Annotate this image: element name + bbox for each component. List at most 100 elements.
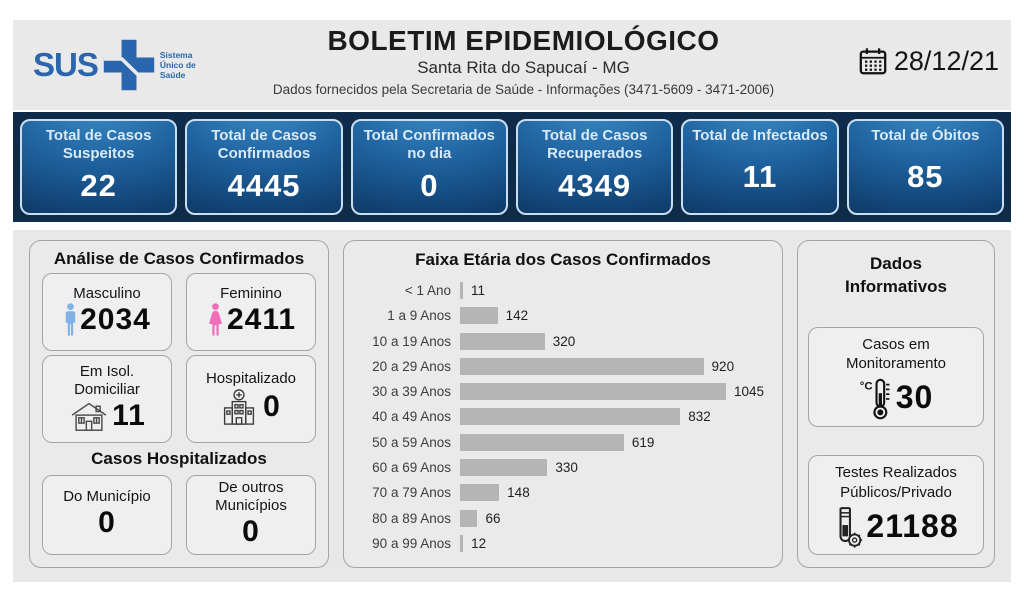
main-section: Análise de Casos Confirmados Masculino 2… bbox=[13, 230, 1011, 582]
stat-card-recuperados: Total de Casos Recuperados 4349 bbox=[515, 119, 674, 215]
stat-label: Total de Óbitos bbox=[871, 127, 980, 144]
stat-value: 4445 bbox=[227, 168, 301, 203]
chart-row: 30 a 39 Anos 1045 bbox=[362, 380, 764, 403]
calendar-icon bbox=[858, 46, 888, 76]
chart-value-label: 832 bbox=[688, 409, 711, 425]
monitoring-label: Casos em Monitoramento bbox=[845, 335, 947, 373]
stat-label: Total de Casos Recuperados bbox=[541, 127, 648, 162]
home-isolation-label: Em Isol. Domiciliar bbox=[74, 363, 140, 398]
male-cases-value: 2034 bbox=[80, 303, 151, 337]
thermometer-icon: °C bbox=[859, 376, 895, 420]
age-chart: < 1 Ano 11 1 a 9 Anos 142 10 a 19 Anos bbox=[362, 279, 764, 555]
chart-value-label: 12 bbox=[471, 535, 487, 551]
female-cases-card: Feminino 2411 bbox=[186, 273, 316, 351]
test-tube-icon bbox=[833, 504, 865, 548]
age-chart-title: Faixa Etária dos Casos Confirmados bbox=[415, 250, 711, 269]
chart-category-label: < 1 Ano bbox=[404, 283, 451, 298]
chart-row: 10 a 19 Anos 320 bbox=[362, 330, 764, 353]
sus-logo-tagline: Sistema Único de Saúde bbox=[159, 49, 196, 81]
chart-row: 70 a 79 Anos 148 bbox=[362, 481, 764, 504]
header-info-line: Dados fornecidos pela Secretaria de Saúd… bbox=[272, 82, 775, 98]
female-cases-label: Feminino bbox=[220, 284, 282, 302]
chart-bar-track: 920 bbox=[460, 357, 764, 375]
header: SUS Sistema Único de Saúde BOLETIM EPIDE… bbox=[13, 20, 1011, 110]
stat-card-confirmados: Total de Casos Confirmados 4445 bbox=[185, 119, 343, 215]
stat-card-suspeitos: Total de Casos Suspeitos 22 bbox=[20, 119, 178, 215]
tests-card: Testes Realizados Públicos/Privado bbox=[808, 455, 984, 555]
stat-value: 22 bbox=[80, 168, 117, 203]
other-municipalities-card: De outros Municípios 0 bbox=[186, 475, 316, 555]
stat-value: 4349 bbox=[558, 168, 632, 203]
chart-value-label: 1045 bbox=[733, 384, 764, 400]
header-center: BOLETIM EPIDEMIOLÓGICO Santa Rita do Sap… bbox=[241, 20, 806, 110]
page-subtitle: Santa Rita do Sapucaí - MG bbox=[417, 58, 630, 78]
page-title: BOLETIM EPIDEMIOLÓGICO bbox=[327, 25, 720, 56]
stat-label: Total de Infectados bbox=[692, 127, 828, 144]
chart-bar-track: 66 bbox=[460, 509, 764, 527]
chart-category-label: 90 a 99 Anos bbox=[372, 535, 451, 551]
stat-card-confirmados-dia: Total Confirmados no dia 0 bbox=[350, 119, 508, 215]
chart-category-label: 40 a 49 Anos bbox=[372, 409, 451, 425]
tests-value: 21188 bbox=[866, 507, 959, 544]
monitoring-card: Casos em Monitoramento °C bbox=[808, 326, 984, 427]
female-icon bbox=[206, 303, 225, 337]
chart-bar bbox=[460, 509, 478, 527]
stat-card-obitos: Total de Óbitos 85 bbox=[846, 119, 1004, 215]
chart-value-label: 11 bbox=[471, 283, 486, 298]
chart-value-label: 330 bbox=[555, 460, 578, 476]
hospitalized-value: 0 bbox=[263, 390, 281, 424]
chart-row: 80 a 89 Anos 66 bbox=[362, 507, 764, 530]
chart-bar bbox=[460, 332, 545, 350]
chart-bar-track: 142 bbox=[460, 307, 764, 325]
chart-value-label: 66 bbox=[485, 510, 501, 526]
analysis-panel-title: Análise de Casos Confirmados bbox=[53, 249, 305, 268]
chart-bar-track: 1045 bbox=[460, 383, 764, 401]
chart-bar-track: 619 bbox=[460, 433, 764, 451]
monitoring-value: 30 bbox=[895, 379, 934, 416]
hospital-icon bbox=[221, 388, 257, 426]
sus-logo: SUS Sistema Único de Saúde bbox=[23, 20, 241, 110]
chart-bar bbox=[460, 383, 726, 401]
chart-bar bbox=[460, 433, 624, 451]
hospitalized-cards-row: Do Município 0 De outros Municípios 0 bbox=[42, 475, 316, 555]
house-icon bbox=[68, 400, 110, 432]
chart-bar-track: 12 bbox=[460, 534, 764, 552]
stat-value: 0 bbox=[420, 168, 439, 203]
chart-category-label: 50 a 59 Anos bbox=[372, 434, 451, 450]
analysis-panel: Análise de Casos Confirmados Masculino 2… bbox=[29, 240, 329, 568]
stat-value: 11 bbox=[742, 159, 778, 194]
chart-bar bbox=[460, 408, 681, 426]
report-date-value: 28/12/21 bbox=[893, 45, 999, 76]
municipality-label: Do Município bbox=[63, 487, 151, 505]
stat-card-infectados: Total de Infectados 11 bbox=[681, 119, 839, 215]
chart-bar-track: 11 bbox=[460, 282, 764, 299]
home-isolation-value: 11 bbox=[112, 398, 146, 432]
male-cases-label: Masculino bbox=[73, 284, 141, 302]
chart-bar bbox=[460, 459, 548, 477]
hospitalized-card: Hospitalizado bbox=[186, 355, 316, 443]
stat-label: Total Confirmados no dia bbox=[363, 127, 496, 162]
stat-label: Total de Casos Confirmados bbox=[211, 127, 317, 162]
chart-bar-track: 148 bbox=[460, 484, 764, 502]
chart-bar-track: 320 bbox=[460, 332, 764, 350]
chart-category-label: 1 a 9 Anos bbox=[387, 308, 451, 324]
chart-row: 90 a 99 Anos 12 bbox=[362, 532, 764, 555]
chart-category-label: 10 a 19 Anos bbox=[372, 333, 451, 349]
chart-row: 60 a 69 Anos 330 bbox=[362, 456, 764, 479]
chart-category-label: 80 a 89 Anos bbox=[372, 510, 451, 526]
chart-bar bbox=[460, 357, 704, 375]
stat-label: Total de Casos Suspeitos bbox=[45, 127, 152, 162]
info-panel-title: Dados Informativos bbox=[844, 254, 948, 296]
sus-cross-icon bbox=[101, 37, 157, 93]
chart-category-label: 30 a 39 Anos bbox=[372, 384, 451, 400]
chart-category-label: 60 a 69 Anos bbox=[372, 460, 451, 476]
hospitalized-section-title: Casos Hospitalizados bbox=[91, 449, 267, 468]
male-cases-card: Masculino 2034 bbox=[42, 273, 172, 351]
chart-row: 20 a 29 Anos 920 bbox=[362, 355, 764, 378]
stat-value: 85 bbox=[907, 159, 944, 194]
chart-bar bbox=[460, 484, 500, 502]
other-municipalities-value: 0 bbox=[242, 514, 260, 548]
sus-logo-text: SUS bbox=[33, 46, 99, 83]
chart-row: 50 a 59 Anos 619 bbox=[362, 431, 764, 454]
chart-bar bbox=[460, 534, 464, 552]
